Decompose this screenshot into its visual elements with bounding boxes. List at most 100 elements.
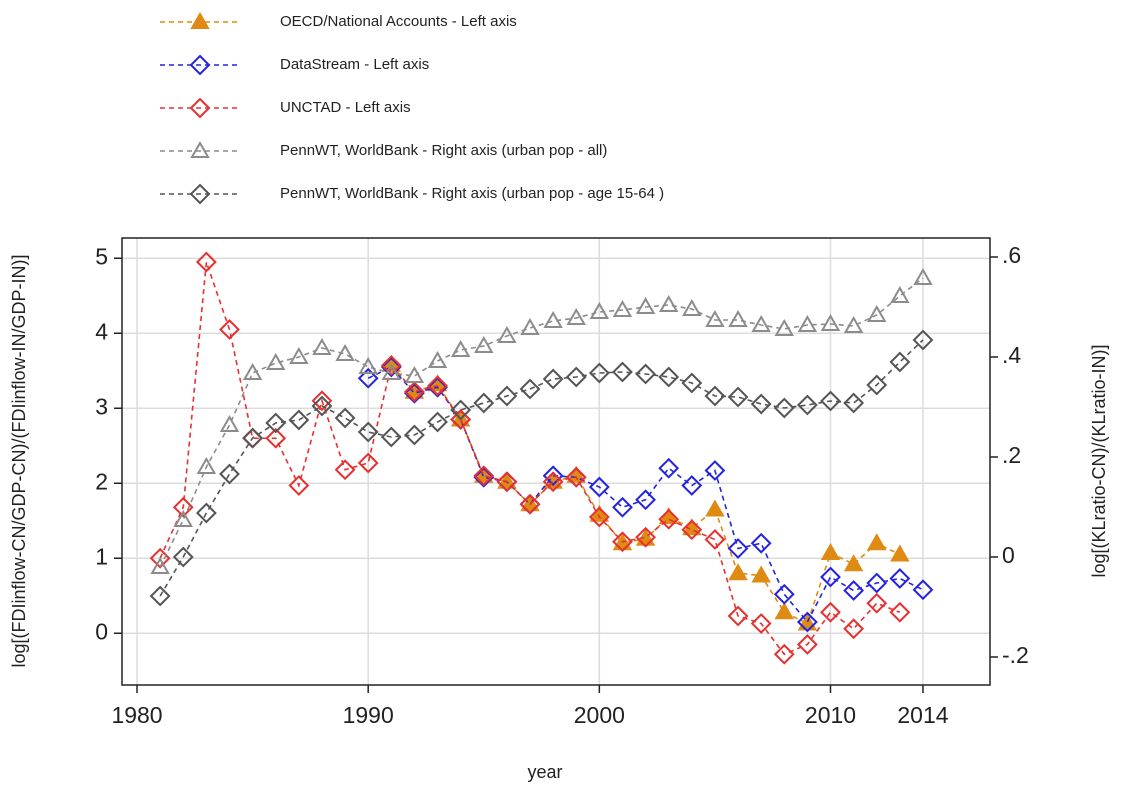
x-tick-label: 2000 (574, 702, 625, 728)
marker (289, 346, 309, 364)
y-tick-label: 5 (95, 243, 108, 269)
marker (357, 452, 379, 474)
series-line (159, 339, 924, 597)
marker (658, 294, 679, 312)
marker (450, 339, 471, 357)
marker (497, 325, 517, 343)
marker (635, 363, 656, 385)
marker (705, 499, 725, 517)
marker (380, 426, 402, 448)
marker (311, 390, 333, 412)
marker (381, 362, 402, 380)
marker (219, 319, 240, 340)
marker (612, 496, 633, 518)
marker (658, 457, 680, 479)
marker (681, 372, 703, 394)
marker (889, 601, 911, 623)
marker (658, 366, 680, 388)
marker (796, 394, 818, 416)
y2-tick-label: .4 (1002, 342, 1021, 368)
marker (196, 456, 217, 474)
marker (311, 395, 333, 417)
marker (427, 376, 448, 398)
marker (728, 563, 748, 581)
marker (912, 329, 934, 351)
marker (612, 531, 633, 553)
legend-label: PennWT, WorldBank - Right axis (urban po… (280, 185, 664, 202)
marker (681, 519, 703, 541)
marker (265, 352, 286, 370)
marker (588, 362, 610, 384)
marker (820, 390, 841, 412)
y-tick-label: 2 (95, 468, 108, 494)
marker (773, 397, 795, 419)
marker (750, 613, 772, 634)
marker (751, 314, 771, 332)
marker (843, 580, 865, 601)
marker (149, 585, 171, 607)
marker (682, 298, 702, 316)
marker (172, 546, 194, 568)
marker (542, 368, 564, 390)
marker (519, 378, 541, 400)
marker (195, 502, 217, 524)
marker (820, 542, 841, 560)
legend-marker (190, 140, 210, 158)
marker (427, 350, 448, 368)
marker (588, 476, 610, 498)
x-tick-label: 2010 (805, 702, 856, 728)
marker (867, 304, 887, 322)
marker (773, 643, 795, 665)
marker (751, 565, 771, 583)
marker (658, 506, 679, 524)
series-line (159, 261, 901, 656)
x-tick-label: 1990 (343, 702, 394, 728)
marker (474, 335, 494, 353)
marker (358, 356, 378, 374)
marker (496, 385, 518, 407)
y2-tick-label: 0 (1002, 542, 1015, 568)
marker (727, 538, 749, 559)
marker (427, 411, 448, 433)
marker (635, 526, 656, 548)
marker (380, 355, 402, 376)
marker (497, 471, 517, 489)
marker (496, 471, 518, 493)
marker (750, 532, 772, 554)
legend-label: UNCTAD - Left axis (280, 99, 411, 116)
marker (774, 602, 794, 620)
y-axis-label: log[(FDIinflow-CN/GDP-CN)/(FDIinflow-IN/… (9, 254, 29, 667)
marker (219, 414, 240, 432)
marker (288, 409, 310, 431)
marker (473, 465, 495, 487)
marker (150, 556, 170, 574)
marker (473, 466, 495, 488)
marker (288, 475, 310, 496)
marker (173, 509, 193, 527)
marker (565, 366, 587, 388)
marker (427, 375, 448, 397)
legend-marker (189, 54, 211, 76)
marker (843, 315, 864, 333)
marker (843, 392, 865, 414)
marker (913, 267, 933, 285)
y-tick-label: 4 (95, 318, 108, 344)
marker (612, 299, 633, 317)
marker (773, 583, 795, 605)
y-tick-label: 1 (95, 543, 108, 569)
marker (797, 314, 818, 332)
marker (820, 566, 841, 588)
marker (890, 544, 910, 562)
marker (334, 407, 356, 429)
y2-tick-label: .2 (1002, 442, 1021, 468)
marker (265, 412, 287, 434)
marker (542, 471, 564, 493)
marker (357, 367, 379, 389)
marker (542, 465, 564, 487)
marker (705, 309, 725, 327)
x-axis-label: year (527, 762, 562, 782)
marker (843, 554, 864, 572)
marker (380, 356, 402, 378)
marker (728, 309, 748, 327)
